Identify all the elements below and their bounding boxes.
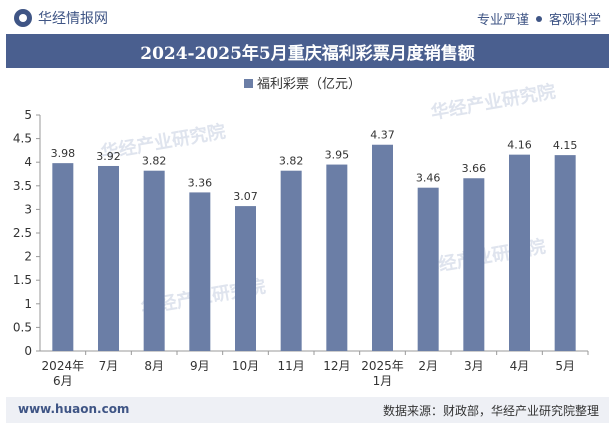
y-tick-label: 0.5 bbox=[13, 320, 32, 334]
data-label: 3.07 bbox=[233, 190, 258, 203]
data-label: 3.66 bbox=[462, 162, 487, 175]
top-bar: 华经情报网 专业严谨 客观科学 bbox=[0, 0, 615, 34]
brand: 华经情报网 bbox=[14, 8, 108, 28]
title-bar: 2024-2025年5月重庆福利彩票月度销售额 bbox=[6, 34, 609, 68]
chart-title: 2024-2025年5月重庆福利彩票月度销售额 bbox=[140, 43, 475, 64]
data-label: 3.95 bbox=[325, 149, 350, 162]
x-tick-label: 7月 bbox=[99, 359, 119, 373]
y-tick-label: 4 bbox=[24, 155, 32, 169]
x-tick-label: 1月 bbox=[373, 374, 393, 388]
motto-left: 专业严谨 bbox=[476, 13, 529, 28]
x-tick-label: 4月 bbox=[510, 359, 530, 373]
y-tick-label: 5 bbox=[24, 108, 32, 122]
bar bbox=[280, 170, 302, 351]
bar bbox=[98, 165, 119, 351]
motto: 专业严谨 客观科学 bbox=[477, 9, 601, 28]
y-tick-label: 4.5 bbox=[13, 132, 32, 146]
y-tick-label: 0 bbox=[24, 344, 32, 358]
data-label: 3.92 bbox=[96, 150, 121, 163]
x-tick-label: 10月 bbox=[232, 359, 259, 373]
legend-label: 福利彩票（亿元） bbox=[257, 77, 361, 92]
x-tick-label: 5月 bbox=[555, 359, 575, 373]
bar-chart: 福利彩票（亿元） 0 0.5 1 1.5 2 2.5 3 3.5 4 4.5 5 3.98 2024年6月… bbox=[13, 77, 589, 388]
legend-swatch bbox=[244, 79, 253, 88]
data-label: 3.82 bbox=[142, 155, 167, 168]
data-label: 3.98 bbox=[51, 147, 76, 160]
footer: www.huaon.com 数据来源：财政部，华经产业研究院整理 bbox=[6, 397, 609, 423]
bar bbox=[326, 164, 348, 351]
x-tick-label: 9月 bbox=[190, 359, 210, 373]
y-tick-label: 3.5 bbox=[13, 179, 32, 193]
bar bbox=[417, 187, 439, 351]
brand-name: 华经情报网 bbox=[38, 11, 108, 27]
data-label: 4.15 bbox=[553, 139, 578, 152]
bar bbox=[554, 155, 576, 351]
x-tick-label: 2月 bbox=[418, 359, 438, 373]
brand-logo-icon bbox=[14, 9, 32, 27]
chart-area: 华经产业研究院 华经产业研究院 华经产业研究院 华经产业研究院 福利彩票（亿元）… bbox=[0, 68, 615, 390]
bar bbox=[52, 163, 74, 351]
footer-source: 数据来源：财政部，华经产业研究院整理 bbox=[382, 404, 599, 418]
data-label: 4.16 bbox=[507, 139, 532, 152]
bar bbox=[509, 154, 530, 351]
y-tick-label: 1 bbox=[24, 297, 32, 311]
x-tick-label: 3月 bbox=[464, 359, 484, 373]
footer-site: www.huaon.com bbox=[18, 402, 130, 416]
data-label: 4.37 bbox=[370, 129, 395, 142]
x-tick-label: 2024年 bbox=[42, 359, 85, 373]
data-label: 3.36 bbox=[188, 176, 213, 189]
y-tick-label: 1.5 bbox=[13, 273, 32, 287]
x-tick-label: 12月 bbox=[323, 359, 350, 373]
bar bbox=[143, 170, 165, 351]
dot-icon bbox=[535, 15, 542, 22]
data-label: 3.82 bbox=[279, 155, 304, 168]
bar bbox=[235, 206, 256, 351]
x-tick-label: 8月 bbox=[144, 359, 164, 373]
motto-right: 客观科学 bbox=[548, 13, 601, 28]
data-label: 3.46 bbox=[416, 172, 441, 185]
bar bbox=[463, 178, 485, 351]
y-tick-label: 2 bbox=[24, 250, 32, 264]
x-tick-label: 2025年 bbox=[361, 359, 404, 373]
x-tick-label: 6月 bbox=[53, 374, 73, 388]
bar bbox=[372, 144, 393, 351]
y-tick-label: 2.5 bbox=[13, 226, 32, 240]
y-tick-label: 3 bbox=[24, 202, 32, 216]
x-tick-label: 11月 bbox=[278, 359, 305, 373]
bar bbox=[189, 192, 211, 351]
